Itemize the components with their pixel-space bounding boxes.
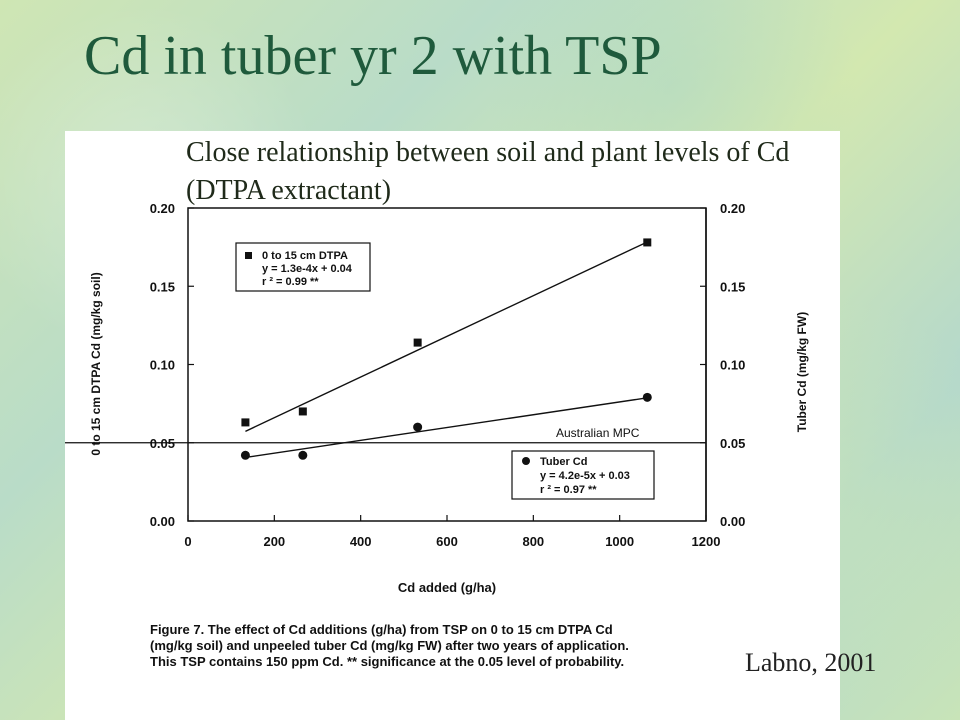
data-point-square (413, 338, 422, 347)
x-tick-label: 0 (184, 534, 191, 549)
y-tick-label: 0.20 (150, 201, 175, 216)
y-tick-label: 0.15 (150, 279, 175, 294)
y-axis-label: 0 to 15 cm DTPA Cd (mg/kg soil) (89, 272, 103, 455)
y-tick-label: 0.10 (150, 358, 175, 373)
figure-panel (65, 131, 840, 720)
legend-marker-tuber (522, 457, 530, 465)
x-axis-label: Cd added (g/ha) (398, 580, 496, 595)
legend-marker-dtpa (245, 252, 252, 259)
x-tick-label: 800 (522, 534, 544, 549)
legend-equation-tuber: y = 4.2e-5x + 0.03 (540, 470, 630, 482)
y2-tick-label: 0.15 (720, 279, 745, 294)
data-point-square (241, 418, 250, 427)
legend-box-tuber (511, 450, 655, 500)
y2-ticks: 0.00 0.05 0.10 0.15 0.20 (700, 201, 745, 529)
x-ticks: 0 200 400 600 800 1000 1200 (184, 515, 720, 549)
x-tick-label: 1000 (605, 534, 634, 549)
x-tick-label: 200 (263, 534, 285, 549)
y-ticks: 0.000.050.100.150.20 (150, 201, 194, 529)
fit-line-series-0 (245, 241, 648, 432)
legend-label-dtpa: 0 to 15 cm DTPA (262, 250, 348, 262)
y2-axis-label: Tuber Cd (mg/kg FW) (795, 312, 809, 432)
data-point-circle (413, 422, 423, 432)
data-point-circle (240, 450, 250, 460)
data-point-square (298, 407, 307, 416)
slide-subtitle: Close relationship between soil and plan… (186, 137, 790, 206)
legend-equation-dtpa: y = 1.3e-4x + 0.04 (262, 263, 353, 275)
legend-r2-dtpa: r ² = 0.99 ** (262, 276, 319, 288)
caption-line-1: Figure 7. The effect of Cd additions (g/… (150, 622, 613, 637)
mpc-label: Australian MPC (556, 426, 640, 440)
y2-tick-label: 0.10 (720, 358, 745, 373)
x-tick-label: 400 (350, 534, 372, 549)
y2-tick-label: 0.20 (720, 201, 745, 216)
data-point-square (643, 238, 652, 247)
slide-credit: Labno, 2001 (745, 648, 877, 677)
legend-label-tuber: Tuber Cd (540, 456, 587, 468)
caption-line-3: This TSP contains 150 ppm Cd. ** signifi… (150, 654, 624, 669)
caption-line-2: (mg/kg soil) and unpeeled tuber Cd (mg/k… (150, 638, 629, 653)
series-layer (240, 238, 652, 460)
x-tick-label: 600 (436, 534, 458, 549)
y-tick-label: 0.00 (150, 514, 175, 529)
data-point-circle (298, 450, 308, 460)
fit-line-series-1 (245, 397, 648, 459)
legend-r2-tuber: r ² = 0.97 ** (540, 484, 597, 496)
x-tick-label: 1200 (692, 534, 721, 549)
y2-tick-label: 0.05 (720, 436, 745, 451)
data-point-circle (642, 392, 652, 402)
legend-box-dtpa (235, 242, 371, 292)
y2-tick-label: 0.00 (720, 514, 745, 529)
slide-title: Cd in tuber yr 2 with TSP (84, 25, 662, 87)
